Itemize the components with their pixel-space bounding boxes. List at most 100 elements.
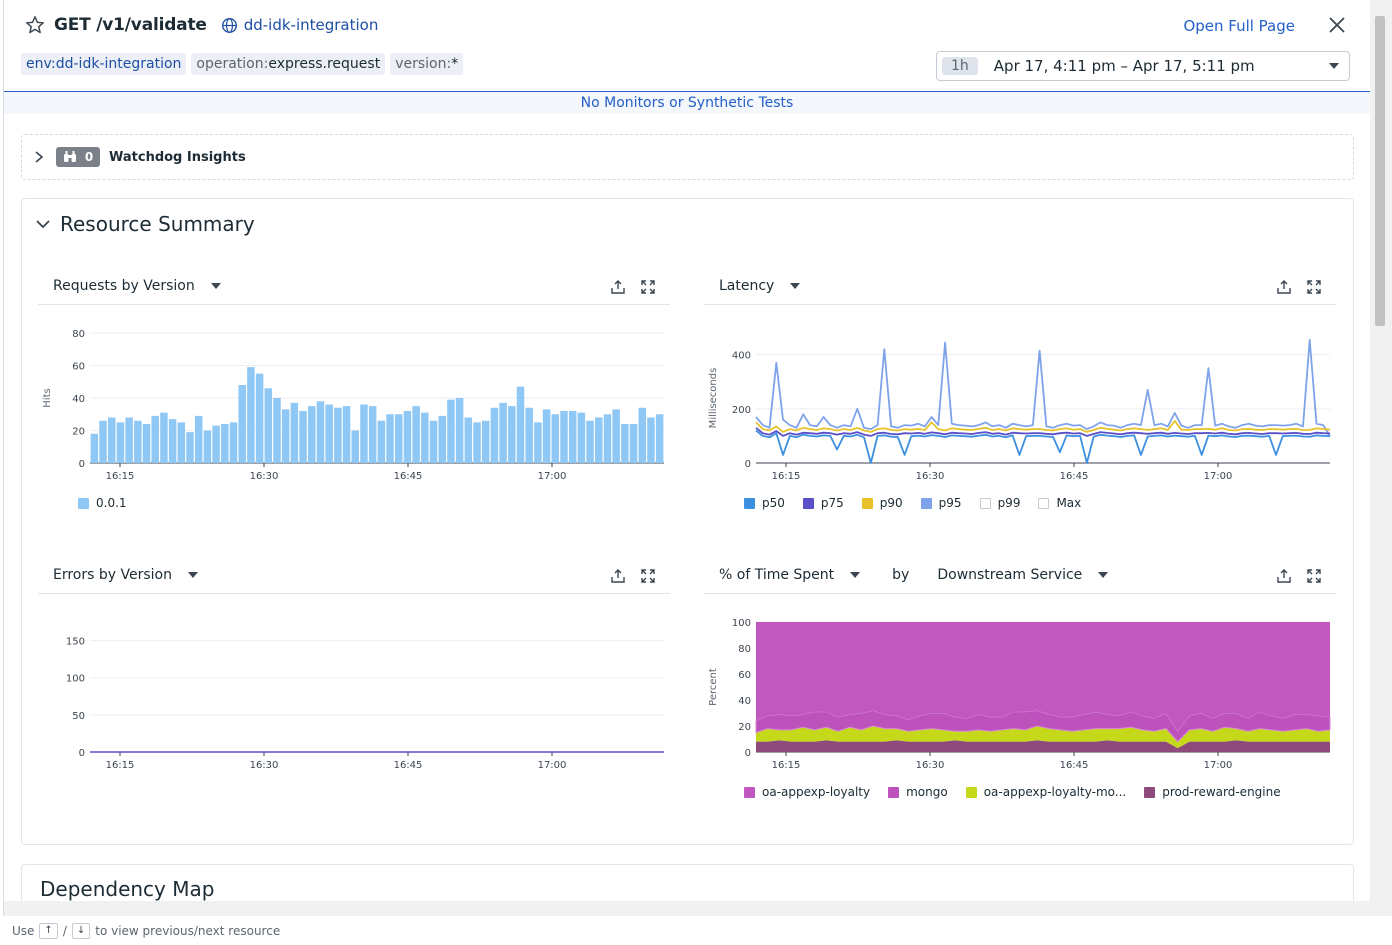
legend-label: p90 (879, 496, 903, 510)
tag-operation[interactable]: operation:express.request (191, 53, 386, 75)
page-title: GET /v1/validate (54, 15, 207, 35)
widget-title: Errors by Version (53, 567, 172, 583)
widget-actions (1276, 568, 1322, 584)
time-spent-chart[interactable]: 0 20 40 60 80 100 16:15 16:30 16:45 17:00 Percent (704, 598, 1336, 778)
legend-label: p95 (938, 496, 962, 510)
open-full-page-link[interactable]: Open Full Page (1183, 17, 1295, 35)
tag-env[interactable]: env:dd-idk-integration (21, 53, 187, 75)
legend-item[interactable]: mongo (888, 785, 948, 799)
dependency-map-title: Dependency Map (40, 877, 215, 901)
requests-widget: Requests by Version 0 20 40 60 80 16:15 16:30 1… (38, 269, 670, 544)
y-tick-label: 50 (72, 711, 85, 722)
monitors-banner[interactable]: No Monitors or Synthetic Tests (4, 91, 1370, 114)
tag-version[interactable]: version:* (390, 53, 464, 75)
time-range-picker[interactable]: 1h Apr 17, 4:11 pm – Apr 17, 5:11 pm (936, 51, 1350, 81)
legend-item[interactable]: p50 (744, 496, 785, 510)
bar (560, 411, 568, 463)
chevron-down-icon (36, 220, 50, 229)
footer-use: Use (12, 923, 35, 938)
caret-down-icon (850, 572, 861, 578)
export-icon[interactable] (610, 568, 626, 584)
bar (264, 388, 273, 463)
tag-value: dd-idk-integration (55, 56, 182, 72)
time-spent-widget: % of Time Spent by Downstream Service 0 20 4… (704, 558, 1336, 833)
x-tick-label: 16:45 (1060, 760, 1089, 771)
expand-icon[interactable] (640, 568, 656, 584)
tag-key: version: (395, 56, 452, 72)
bar (551, 414, 560, 463)
x-tick-label: 16:30 (916, 760, 945, 771)
legend: oa-appexp-loyalty mongo oa-appexp-loyalt… (744, 785, 1281, 799)
expand-icon[interactable] (1306, 568, 1322, 584)
errors-chart[interactable]: 0 50 100 150 16:15 16:30 16:45 17:00 (38, 598, 670, 778)
left-edge (0, 0, 4, 945)
bar (455, 398, 464, 463)
expand-icon[interactable] (1306, 279, 1322, 295)
scrollbar-thumb[interactable] (1375, 16, 1385, 326)
legend-swatch (1144, 786, 1156, 798)
bar (194, 415, 203, 463)
bar (464, 417, 473, 463)
export-icon[interactable] (1276, 568, 1292, 584)
bar (568, 411, 577, 463)
legend-item[interactable]: p99 (979, 496, 1021, 510)
y-tick-label: 80 (738, 644, 751, 655)
area-oa-appexp-loyalty (756, 622, 1330, 732)
caret-down-icon (187, 572, 198, 578)
y-tick-label: 100 (732, 618, 751, 629)
bar (229, 422, 238, 463)
bar (595, 417, 603, 463)
export-icon[interactable] (1276, 279, 1292, 295)
expand-icon[interactable] (640, 279, 656, 295)
legend-swatch (965, 786, 977, 798)
x-tick-label: 17:00 (1204, 760, 1233, 771)
bar (412, 406, 420, 463)
requests-chart[interactable]: 0 20 40 60 80 16:15 16:30 16:45 17:00 Hits (38, 309, 670, 489)
watchdog-insights-panel[interactable]: 0 Watchdog Insights (21, 134, 1354, 180)
tag-list: env:dd-idk-integration operation:express… (21, 53, 464, 75)
service-link[interactable]: dd-idk-integration (221, 16, 379, 34)
horizontal-scrollbar[interactable] (4, 901, 1370, 916)
service-name: dd-idk-integration (243, 16, 379, 34)
resource-header: GET /v1/validate dd-idk-integration Open… (4, 0, 1370, 92)
time-range-text: Apr 17, 4:11 pm – Apr 17, 5:11 pm (993, 57, 1255, 75)
x-tick-label: 16:30 (250, 760, 279, 771)
globe-icon (221, 17, 237, 33)
bar (316, 401, 325, 463)
x-tick-label: 16:30 (250, 471, 279, 482)
widget-title-dropdown[interactable]: % of Time Spent by Downstream Service (719, 567, 1109, 583)
time-range-badge: 1h (942, 57, 978, 75)
legend-label: mongo (906, 785, 948, 799)
widget-title-dropdown[interactable]: Errors by Version (53, 567, 198, 583)
bar (212, 425, 220, 463)
legend-item[interactable]: p95 (920, 496, 962, 510)
legend-item[interactable]: oa-appexp-loyalty (744, 785, 870, 799)
legend-item[interactable]: 0.0.1 (78, 496, 127, 510)
group-by-dropdown[interactable]: Downstream Service (937, 567, 1083, 583)
y-tick-label: 0 (745, 459, 751, 470)
legend-item[interactable]: oa-appexp-loyalty-mo... (965, 785, 1126, 799)
resource-summary-header[interactable]: Resource Summary (36, 212, 255, 236)
widget-title-dropdown[interactable]: Latency (719, 278, 801, 294)
bar (447, 399, 455, 463)
bar (273, 398, 281, 463)
bar (125, 417, 133, 463)
export-icon[interactable] (610, 279, 626, 295)
widget-title-dropdown[interactable]: Requests by Version (53, 278, 221, 294)
legend-item[interactable]: Max (1038, 496, 1081, 510)
area-prod-reward-engine (756, 740, 1330, 752)
close-icon[interactable] (1326, 14, 1348, 36)
vertical-scrollbar[interactable] (1370, 0, 1392, 916)
bar (142, 424, 151, 463)
legend-item[interactable]: p90 (861, 496, 903, 510)
legend-label: p99 (997, 496, 1021, 510)
series-line-p95 (755, 338, 1331, 437)
legend-swatch (1038, 497, 1050, 509)
bar (177, 422, 186, 463)
star-icon[interactable] (24, 14, 46, 36)
legend-item[interactable]: prod-reward-engine (1144, 785, 1281, 799)
legend-item[interactable]: p75 (802, 496, 844, 510)
y-axis-label: Hits (42, 388, 53, 407)
widget-actions (1276, 279, 1322, 295)
latency-chart[interactable]: 0 200 400 16:15 16:30 16:45 17:00 Milliseconds (704, 309, 1336, 489)
